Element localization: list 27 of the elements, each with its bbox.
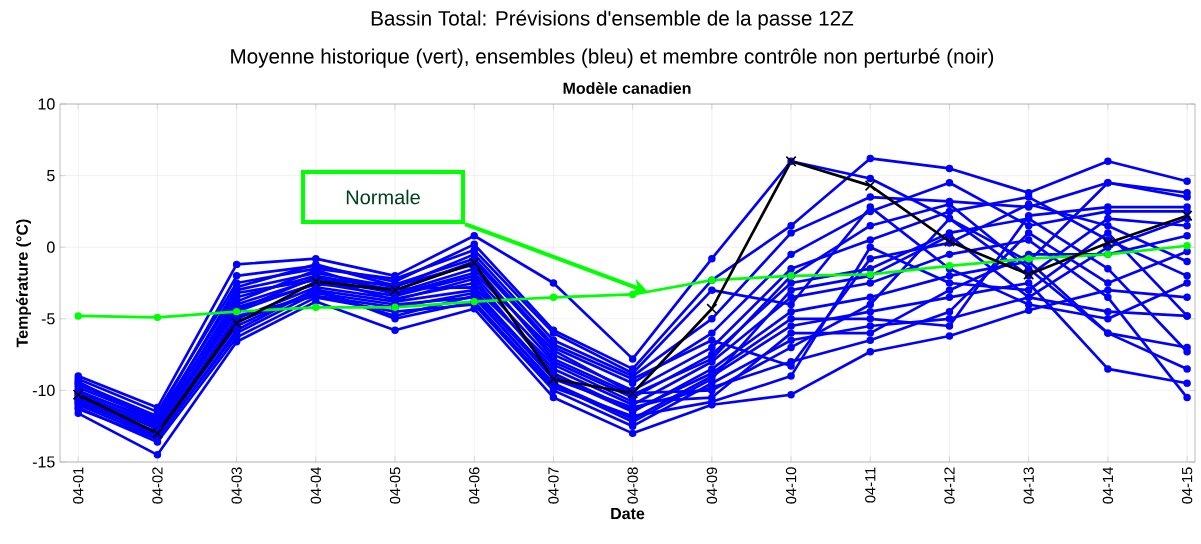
x-tick-label: 04-03 (231, 467, 242, 504)
x-tick-label: 04-10 (785, 467, 797, 504)
y-tick-label: 10 (38, 98, 55, 110)
x-tick-label: 04-08 (627, 467, 638, 504)
x-tick-label: 04-07 (548, 467, 559, 504)
y-axis-title: Température (°C) (15, 219, 32, 348)
x-tick-label: 04-11 (865, 467, 876, 503)
text: Modèle canadien (563, 82, 691, 94)
x-tick-label: 04-09 (706, 467, 718, 504)
chart-title: Bassin Total: Prévisions d'ensemble de la passe 12Z (371, 10, 854, 30)
chart-subtitle: Moyenne historique (vert), ensembles (bleu) et membre contrôle non perturbé (noir) (231, 48, 994, 68)
y-tick-label: -15 (32, 456, 55, 468)
x-tick-label: 04-05 (389, 467, 401, 504)
x-tick-label: 04-01 (73, 467, 84, 504)
x-tick-label: 04-04 (310, 467, 322, 504)
x-tick-label: 04-02 (152, 467, 163, 504)
x-tick-label: 04-15 (1181, 467, 1193, 504)
y-tick-label: -10 (32, 384, 55, 397)
y-tick-label: 5 (47, 170, 55, 182)
y-tick-label: -5 (41, 313, 55, 325)
x-axis-title: Date (611, 508, 645, 520)
x-tick-label: 04-06 (469, 467, 480, 504)
y-tick-label: 0 (47, 241, 55, 253)
x-tick-label: 04-14 (1102, 467, 1114, 504)
x-tick-label: 04-12 (944, 467, 955, 504)
x-tick-label: 04-13 (1023, 467, 1034, 504)
annotation: Normale (346, 189, 420, 205)
